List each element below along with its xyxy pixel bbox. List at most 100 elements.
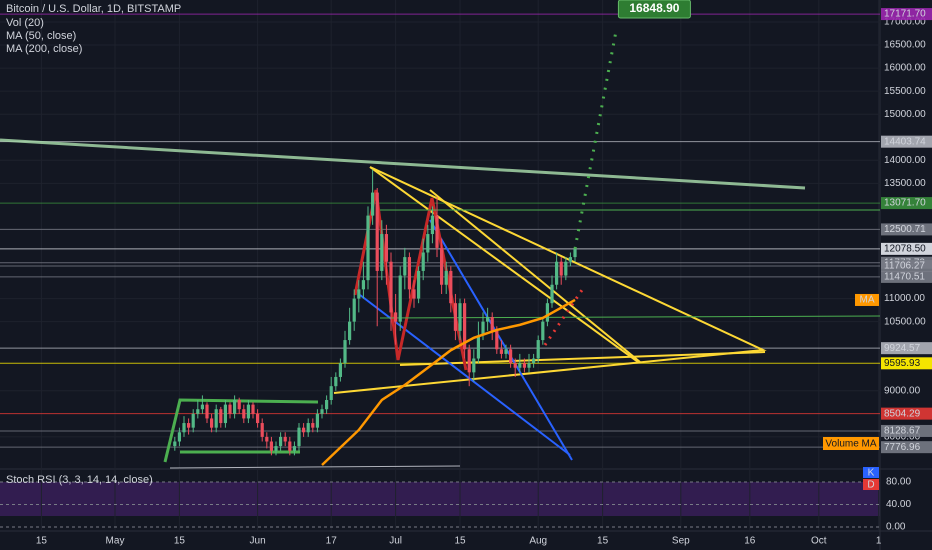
y-tick-label: 9000.00	[884, 385, 921, 396]
target-label: 16848.90	[629, 1, 679, 15]
candle-body	[564, 261, 568, 276]
candle-body	[297, 427, 301, 447]
candle-body	[426, 234, 430, 253]
candle-body	[545, 303, 550, 322]
x-tick-label: 16	[744, 536, 756, 547]
candle-body	[476, 335, 481, 359]
candle-body	[228, 404, 232, 414]
volume-ma-badge	[823, 437, 879, 450]
y-tick-label: 8000.00	[884, 432, 921, 443]
level-label: 9595.93	[884, 358, 921, 369]
candle-body	[182, 423, 186, 433]
blue-line	[359, 294, 571, 456]
x-tick-label: Jul	[389, 536, 402, 547]
candle-body	[449, 270, 453, 304]
candle-body	[288, 441, 292, 451]
level-label: 12500.71	[884, 224, 926, 235]
target-box	[617, 0, 691, 19]
candle-body	[237, 400, 241, 410]
x-tick-label: 17	[326, 536, 338, 547]
y-tick-label: 16500.00	[884, 40, 926, 51]
candle-body	[550, 284, 554, 304]
candle-body	[435, 215, 439, 248]
candle-body	[463, 303, 467, 350]
x-tick-label: 15	[454, 536, 466, 547]
green-box	[163, 398, 319, 463]
x-tick-label: 15	[36, 536, 48, 547]
x-tick-label: Sep	[672, 536, 690, 547]
k-label: K	[868, 468, 875, 479]
y-tick-label: 13500.00	[884, 178, 926, 189]
candle-body	[541, 321, 545, 341]
levels: 17171.70 14403.74 13071.70 12500.71 12078.50…	[0, 8, 932, 454]
yellow-line	[369, 166, 639, 363]
candle-body	[509, 349, 513, 364]
level-label: 12078.50	[884, 244, 926, 255]
candle-body	[191, 413, 195, 428]
candle-body	[265, 436, 269, 442]
candle-body	[343, 340, 347, 364]
stoch-title: Stoch RSI (3, 3, 14, 14, close)	[6, 474, 153, 486]
level-label: 13071.70	[884, 198, 926, 209]
candle-body	[256, 413, 260, 424]
x-tick-label: May	[106, 536, 125, 547]
ma-label: MA	[860, 295, 875, 306]
y-tick-label: 15500.00	[884, 86, 926, 97]
level-badge	[881, 441, 932, 454]
candle-body	[568, 257, 573, 262]
candle-body	[527, 363, 531, 368]
candle-body	[499, 349, 504, 354]
k-badge	[863, 467, 879, 478]
candle-body	[223, 404, 228, 424]
candle-body	[311, 423, 315, 428]
candle-body	[334, 376, 338, 387]
target-projection	[573, 28, 618, 250]
stoch-band	[0, 482, 880, 516]
candle-body	[417, 270, 421, 299]
candle-body	[366, 215, 370, 281]
candle-body	[555, 261, 559, 285]
candle-body	[187, 423, 191, 428]
y-tick-label: 16000.00	[884, 63, 926, 74]
candle-body	[495, 330, 499, 350]
candle-body	[440, 247, 444, 285]
level-badge	[881, 424, 932, 437]
candle-body	[274, 446, 278, 451]
indicator-label: Vol (20)	[6, 17, 44, 29]
candle-body	[177, 432, 182, 442]
candle-body	[315, 413, 320, 428]
level-badge	[881, 223, 932, 236]
d-badge	[863, 479, 879, 490]
candle-body	[357, 289, 361, 299]
candles: MA 16848.90	[173, 0, 879, 466]
candle-body	[320, 409, 324, 414]
candle-body	[421, 252, 425, 271]
level-label: 8128.67	[884, 426, 921, 437]
candle-body	[279, 436, 283, 447]
candle-body	[251, 404, 255, 414]
candle-body	[269, 441, 274, 451]
base-line	[169, 465, 461, 469]
candle-body	[412, 289, 416, 299]
x-tick-label: Jun	[250, 536, 266, 547]
level-badge	[881, 407, 932, 420]
y-tick-label: 10500.00	[884, 316, 926, 327]
level-badge	[881, 197, 932, 210]
candle-body	[518, 363, 522, 368]
y-tick-label: 15000.00	[884, 109, 926, 120]
level-badge	[881, 342, 932, 355]
candle-body	[371, 192, 375, 216]
candle-body	[242, 409, 246, 419]
candle-body	[260, 423, 264, 437]
blue-line	[429, 219, 573, 461]
volume-ma-label: Volume MA	[825, 439, 876, 450]
level-label: 9924.57	[884, 343, 921, 354]
candle-body	[481, 321, 485, 336]
candle-body	[504, 349, 508, 354]
level-badge	[881, 242, 932, 255]
stoch-tick-label: 80.00	[886, 477, 911, 488]
candle-body	[325, 400, 329, 410]
candle-body	[380, 234, 384, 271]
